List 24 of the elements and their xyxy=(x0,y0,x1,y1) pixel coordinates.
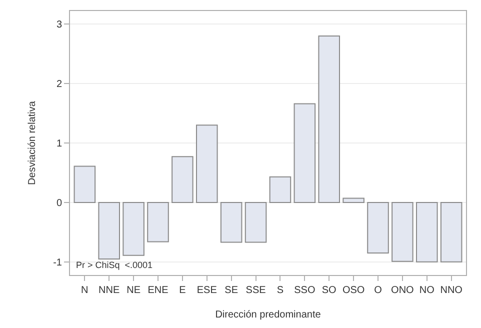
x-tick-label: NNE xyxy=(98,285,120,296)
y-tick-label: 2 xyxy=(56,79,62,90)
y-tick-label: 0 xyxy=(56,198,62,209)
y-tick-label: 3 xyxy=(56,20,62,31)
x-tick-label: NO xyxy=(419,285,435,296)
x-tick-label: SO xyxy=(322,285,337,296)
y-tick-label: -1 xyxy=(53,257,62,268)
x-tick-label: E xyxy=(179,285,186,296)
y-tick-label: 1 xyxy=(56,138,62,150)
x-tick-label: S xyxy=(276,285,284,296)
x-tick-label: SE xyxy=(224,285,238,296)
x-tick-label: ENE xyxy=(148,285,169,296)
x-tick-label: SSE xyxy=(246,285,266,296)
x-tick-label: N xyxy=(81,285,88,296)
x-tick-label: ESE xyxy=(196,285,218,296)
x-tick-label: SSO xyxy=(294,285,316,296)
x-tick-label: O xyxy=(374,285,382,296)
x-tick-label: NE xyxy=(126,285,141,296)
x-tick-label: NNO xyxy=(440,285,463,296)
x-axis-title: Dirección predominante xyxy=(215,310,322,320)
y-axis-title: Desviación relativa xyxy=(27,100,38,185)
x-tick-label: OSO xyxy=(342,285,365,296)
annotation: Pr > ChiSq <.0001 xyxy=(76,260,153,270)
x-tick-label: ONO xyxy=(391,285,414,296)
